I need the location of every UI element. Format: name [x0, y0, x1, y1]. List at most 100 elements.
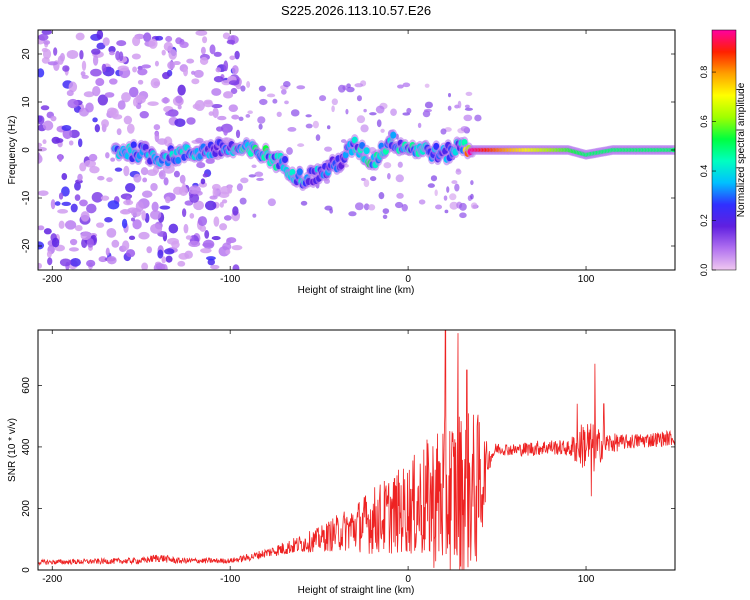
spectrogram-noise-blob — [153, 124, 161, 131]
spectrogram-noise-blob — [123, 165, 130, 177]
spectrogram-noise-blob — [200, 178, 206, 185]
spectrogram-noise-blob — [196, 161, 206, 169]
spectrogram-noise-blob — [305, 123, 313, 129]
spectrogram-noise-blob — [110, 157, 116, 162]
spectrogram-noise-blob — [369, 112, 377, 116]
spectrogram-noise-blob — [276, 111, 282, 117]
spectrogram-noise-blob — [62, 65, 70, 72]
spectrogram-noise-blob — [47, 257, 53, 266]
spectrogram-noise-blob — [164, 248, 175, 255]
spectrogram-noise-blob — [286, 147, 293, 155]
spectrogram-noise-blob — [248, 174, 256, 178]
spectrogram-noise-blob — [131, 53, 141, 60]
spectrogram-noise-blob — [402, 82, 411, 88]
spectrogram-noise-blob — [38, 154, 43, 164]
spectrogram-noise-blob — [346, 83, 351, 89]
snr-panel: -200 -100 0 100 0 200 400 600 Height of straig… — [7, 329, 676, 596]
spectrogram-noise-blob — [231, 245, 243, 251]
spectrogram-noise-blob — [117, 65, 129, 72]
spectrogram-noise-blob — [80, 231, 92, 241]
spectrogram-noise-blob — [192, 103, 201, 110]
spectrogram-noise-blob — [38, 142, 43, 148]
spectrogram-noise-blob — [212, 187, 217, 198]
spectrogram-noise-blob — [329, 208, 333, 214]
spectrogram-noise-blob — [61, 172, 68, 181]
spectrogram-noise-blob — [363, 108, 367, 113]
spectrogram-noise-blob — [256, 177, 264, 182]
spectrogram-noise-blob — [121, 218, 128, 229]
spectrogram-noise-blob — [396, 192, 404, 199]
spectrogram-noise-blob — [390, 108, 397, 116]
spectrogram-noise-blob — [77, 173, 83, 182]
spectrogram-noise-blob — [139, 111, 149, 119]
spectrogram-noise-blob — [174, 118, 186, 127]
spectrogram-noise-blob — [154, 60, 159, 67]
spectrogram-noise-blob — [164, 196, 171, 204]
spectrogram-noise-blob — [238, 116, 244, 122]
spectrogram-noise-blob — [105, 152, 110, 159]
spectrogram-noise-blob — [109, 78, 118, 85]
spectrogram-noise-blob — [252, 213, 257, 218]
spectrogram-noise-blob — [449, 201, 459, 210]
spectrogram-noise-blob — [162, 72, 170, 80]
spectrogram-noise-blob — [470, 202, 478, 210]
spectrogram-noise-blob — [186, 117, 196, 125]
spectrogram-noise-blob — [58, 153, 63, 162]
spectrogram-noise-blob — [173, 170, 180, 178]
colorbar-tick-label: 0.6 — [699, 115, 709, 128]
spectrogram-noise-blob — [86, 238, 94, 248]
spectrogram-noise-blob — [106, 177, 113, 183]
spectrogram-noise-blob — [225, 249, 231, 255]
spectrogram-noise-blob — [354, 202, 364, 211]
spectrogram-noise-blob — [188, 240, 201, 248]
spectrogram-noise-blob — [219, 223, 228, 231]
spectrogram-noise-blob — [245, 114, 251, 118]
spectrogram-noise-blob — [135, 201, 144, 213]
spectrogram-noise-blob — [211, 236, 221, 241]
colorbar-tick-label: 0.8 — [699, 66, 709, 79]
spectrogram-noise-blob — [61, 125, 72, 132]
spectrogram-noise-blob — [41, 57, 50, 64]
spectrogram-noise-blob — [91, 48, 101, 55]
spectrogram-noise-blob — [131, 217, 136, 222]
spectrogram-noise-blob — [267, 198, 276, 207]
spectrogram-noise-blob — [380, 128, 385, 133]
spectrogram-noise-blob — [148, 38, 158, 49]
spectrogram-noise-blob — [231, 65, 239, 75]
spectrogram-noise-blob — [175, 95, 183, 104]
spectrogram-noise-blob — [375, 105, 385, 114]
snr-series-line — [38, 330, 675, 570]
spectrogram-noise-blob — [91, 191, 104, 203]
spectrogram-noise-blob — [383, 162, 392, 169]
spectrogram-noise-blob — [229, 55, 236, 61]
spectrogram-noise-blob — [236, 183, 243, 192]
spectrogram-noise-blob — [283, 81, 291, 88]
spectrogram-noise-blob — [43, 40, 51, 45]
spectrogram-track-cell — [390, 131, 397, 139]
spectrogram-noise-blob — [189, 185, 201, 195]
spectrogram-noise-blob — [204, 230, 210, 239]
spectrogram-y-tick-label: 10 — [21, 96, 32, 108]
spectrogram-noise-blob — [67, 98, 79, 109]
spectrogram-noise-blob — [64, 220, 77, 230]
spectrogram-noise-blob — [181, 208, 187, 218]
spectrogram-noise-blob — [179, 174, 186, 184]
spectrogram-noise-blob — [434, 189, 438, 197]
spectrogram-noise-blob — [42, 139, 47, 145]
spectrogram-noise-blob — [195, 137, 204, 144]
spectrogram-noise-blob — [300, 200, 308, 206]
spectrogram-noise-blob — [185, 235, 192, 240]
spectrogram-noise-blob — [150, 223, 163, 234]
spectrogram-noise-blob — [448, 93, 452, 98]
spectrogram-noise-blob — [464, 107, 473, 111]
spectrogram-noise-blob — [376, 119, 382, 128]
spectrogram-noise-blob — [68, 140, 74, 146]
spectrogram-noise-blob — [94, 124, 101, 133]
spectrogram-noise-blob — [38, 146, 47, 152]
spectrogram-noise-blob — [226, 39, 235, 45]
spectrogram-noise-blob — [417, 122, 422, 129]
spectrogram-noise-blob — [454, 183, 460, 192]
spectrogram-noise-blob — [246, 80, 251, 88]
spectrogram-noise-blob — [155, 35, 164, 41]
spectrogram-noise-blob — [121, 92, 131, 103]
